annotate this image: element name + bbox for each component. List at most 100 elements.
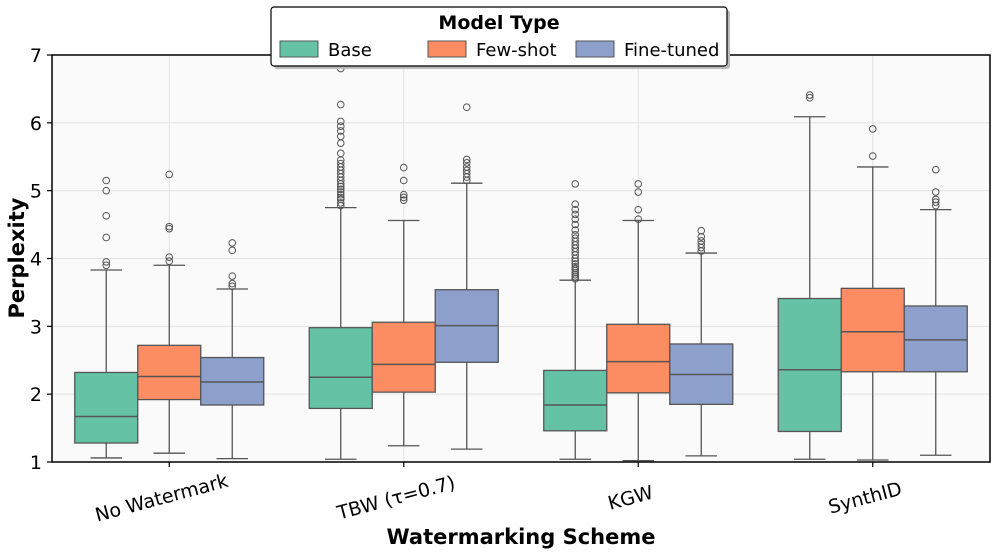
y-tick-label: 3: [30, 316, 42, 338]
outlier-point: [165, 253, 174, 261]
outlier-point: [336, 117, 345, 126]
x-axis-ticks: No Watermark TBW (τ=0.7) KGW SynthID: [93, 462, 904, 527]
outlier-point: [931, 198, 940, 206]
outlier-point: [634, 215, 643, 223]
box-few-shot: [371, 163, 436, 447]
outlier-point: [462, 103, 471, 112]
box-base: [74, 176, 139, 459]
outlier-point: [571, 200, 580, 209]
outlier-point: [868, 125, 877, 133]
outlier-point: [868, 152, 877, 160]
box-fine-tuned: [434, 103, 499, 450]
x-tick-label: No Watermark: [93, 470, 231, 527]
outlier-point: [462, 159, 471, 167]
legend-label: Base: [328, 40, 372, 61]
legend-swatch: [279, 40, 319, 58]
outlier-point: [228, 246, 237, 255]
y-axis-title: Perplexity: [5, 197, 29, 318]
y-tick-label: 1: [30, 452, 42, 474]
box-few-shot: [840, 125, 905, 461]
outlier-point: [634, 188, 643, 196]
box-iqr: [137, 344, 202, 401]
x-tick-label: KGW: [606, 482, 656, 515]
outlier-point: [336, 193, 345, 202]
outlier-point: [228, 279, 237, 288]
outlier-point: [571, 220, 580, 229]
outlier-point: [805, 93, 814, 102]
outlier-point: [697, 226, 706, 235]
legend-swatch: [575, 40, 615, 58]
outlier-point: [228, 282, 237, 291]
box-fine-tuned: [903, 165, 968, 456]
legend-label: Fine-tuned: [624, 40, 719, 61]
outlier-point: [336, 188, 345, 196]
outlier-point: [634, 205, 643, 214]
legend-label: Few-shot: [476, 40, 557, 61]
box-groups: [74, 64, 968, 462]
outlier-point: [165, 170, 174, 179]
outlier-point: [165, 224, 174, 233]
outlier-point: [336, 159, 345, 168]
y-tick-label: 6: [30, 113, 42, 135]
outlier-point: [571, 260, 580, 268]
y-tick-label: 5: [30, 181, 42, 203]
legend-title: Model Type: [438, 12, 559, 34]
outlier-point: [165, 257, 174, 266]
outlier-point: [102, 176, 111, 185]
box-iqr: [777, 297, 842, 433]
outlier-point: [336, 100, 345, 109]
legend-swatch: [427, 40, 467, 58]
y-tick-label: 2: [30, 384, 42, 406]
box-iqr: [308, 327, 373, 410]
outlier-point: [228, 239, 237, 247]
outlier-point: [165, 222, 174, 231]
y-tick-label: 7: [30, 45, 42, 67]
outlier-point: [462, 155, 471, 164]
outlier-point: [336, 199, 345, 207]
outlier-point: [336, 195, 345, 204]
outlier-point: [571, 180, 580, 188]
outlier-point: [571, 205, 580, 214]
box-iqr: [74, 371, 139, 444]
outlier-point: [805, 91, 814, 99]
outlier-point: [102, 261, 111, 270]
x-tick-label: TBW (τ=0.7): [334, 472, 458, 525]
box-base: [777, 91, 842, 460]
outlier-point: [336, 185, 345, 194]
outlier-point: [931, 195, 940, 204]
outlier-point: [399, 190, 408, 199]
outlier-point: [399, 193, 408, 202]
outlier-point: [399, 176, 408, 185]
box-base: [543, 180, 608, 460]
outlier-point: [697, 240, 706, 249]
outlier-point: [336, 127, 345, 135]
outlier-point: [571, 264, 580, 273]
outlier-point: [634, 180, 643, 188]
outlier-point: [102, 258, 111, 266]
outlier-point: [571, 262, 580, 271]
outlier-point: [336, 122, 345, 131]
outlier-point: [102, 186, 111, 195]
outlier-point: [462, 163, 471, 171]
outlier-point: [931, 165, 940, 174]
box-few-shot: [606, 180, 671, 462]
outlier-point: [228, 272, 237, 280]
y-axis-ticks: 1 2 3 4 5 6 7: [30, 45, 52, 474]
outlier-point: [336, 132, 345, 141]
outlier-point: [399, 163, 408, 172]
outlier-point: [697, 237, 706, 245]
y-tick-label: 4: [30, 249, 42, 271]
outlier-point: [571, 230, 580, 239]
box-iqr: [840, 287, 905, 373]
outlier-point: [571, 215, 580, 223]
box-fine-tuned: [669, 226, 734, 457]
outlier-point: [931, 188, 940, 196]
outlier-point: [399, 196, 408, 204]
box-fine-tuned: [200, 239, 265, 460]
box-iqr: [606, 323, 671, 394]
outlier-point: [102, 233, 111, 242]
outlier-point: [571, 210, 580, 219]
box-iqr: [543, 369, 608, 432]
legend: Model Type Base Few-shot Fine-tuned: [270, 6, 730, 69]
